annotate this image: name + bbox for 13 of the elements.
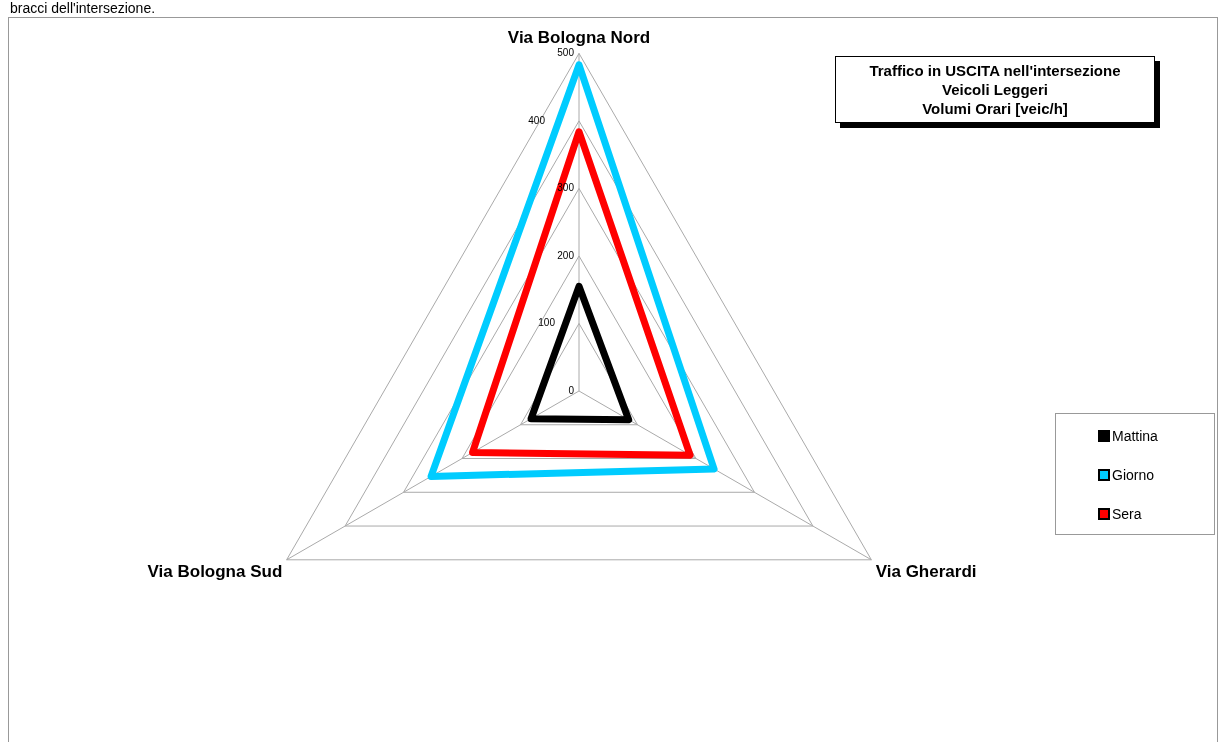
spoke-label: Via Gherardi [875, 562, 977, 582]
y-tick-label: 100 [538, 317, 556, 329]
text: Traffico in USCITA nell'intersezione Veicoli Leggeri Volumi Orari [veic/h] [868, 61, 1122, 118]
legend-label: Sera [1112, 506, 1142, 522]
y-tick-label: 0 [568, 384, 575, 396]
y-tick-label: 400 [528, 114, 546, 126]
y-tick-label: 500 [557, 47, 575, 59]
text: bracci dell'intersezione. [10, 0, 156, 16]
spoke-label: Via Bologna Nord [507, 27, 651, 47]
legend-label: Mattina [1112, 428, 1158, 444]
y-tick-label: 200 [557, 249, 575, 261]
legend-label: Giorno [1112, 467, 1155, 483]
spoke-label: Via Bologna Sud [147, 562, 283, 582]
